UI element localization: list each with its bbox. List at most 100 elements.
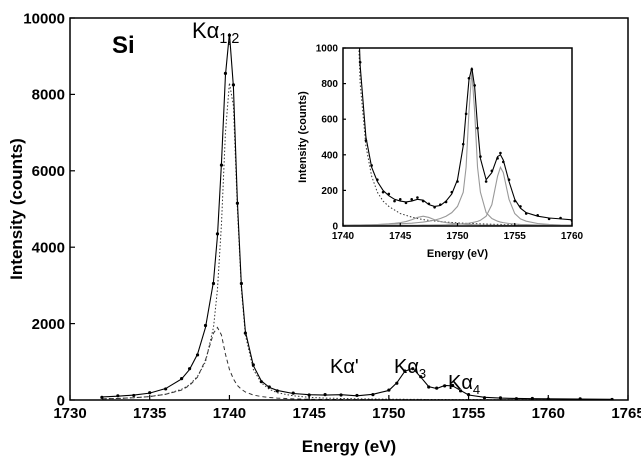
x-tick-label: 1750 — [446, 231, 469, 242]
fit-line — [343, 71, 572, 226]
data-point — [219, 163, 224, 167]
annotation: Kα1,2 — [192, 18, 239, 47]
data-point — [239, 281, 243, 286]
data-point — [215, 232, 220, 236]
data-point — [559, 216, 562, 220]
y-tick-label: 800 — [321, 79, 338, 90]
data-point — [275, 389, 279, 393]
data-point — [419, 375, 423, 379]
data-point — [498, 396, 503, 400]
data-point — [467, 76, 471, 80]
data-point — [231, 83, 236, 87]
fit-line — [101, 326, 613, 400]
data-point — [243, 331, 247, 335]
annotation-text: Kα' — [330, 356, 359, 378]
data-point — [187, 367, 192, 371]
data-point — [203, 323, 208, 328]
data-point — [259, 380, 263, 384]
data-point — [355, 393, 359, 398]
data-point — [427, 202, 431, 206]
data-point — [476, 126, 479, 130]
data-point — [227, 33, 232, 37]
data-point — [387, 192, 391, 196]
data-point — [530, 396, 534, 400]
x-tick-label: 1765 — [611, 405, 641, 422]
data-point — [404, 201, 408, 205]
data-point — [116, 394, 120, 398]
data-point — [456, 180, 459, 183]
data-point — [403, 369, 407, 373]
y-tick-label: 4000 — [32, 239, 65, 256]
data-point — [443, 384, 447, 388]
fit-line — [101, 82, 613, 400]
data-point — [267, 385, 271, 389]
x-tick-label: 1755 — [504, 231, 527, 242]
data-point — [211, 281, 216, 286]
y-tick-label: 8000 — [32, 87, 65, 104]
data-point — [466, 393, 471, 397]
data-point — [393, 199, 396, 203]
data-point — [100, 395, 104, 399]
annotation: Kα' — [330, 356, 359, 378]
data-point — [502, 160, 505, 164]
data-point — [450, 190, 454, 194]
data-point — [482, 396, 487, 400]
data-point — [395, 381, 399, 385]
annotation-subscript: 3 — [419, 366, 426, 381]
data-point — [461, 142, 465, 146]
y-tick-label: 6000 — [32, 163, 65, 180]
data-point — [410, 198, 414, 201]
annotation-text: Si — [112, 32, 135, 59]
data-point — [180, 377, 184, 381]
x-tick-label: 1750 — [372, 405, 405, 422]
y-tick-label: 400 — [321, 150, 338, 161]
data-point — [470, 68, 474, 71]
data-point — [439, 203, 442, 206]
y-tick-label: 2000 — [32, 316, 65, 333]
data-point — [376, 178, 379, 182]
x-tick-label: 1760 — [532, 405, 565, 422]
x-tick-label: 1730 — [53, 405, 86, 422]
data-point — [421, 199, 425, 203]
inset-background — [343, 48, 572, 226]
data-point — [416, 196, 419, 199]
data-point — [435, 386, 439, 390]
x-axis-title: Energy (eV) — [427, 248, 488, 260]
y-tick-label: 0 — [332, 222, 338, 233]
data-point — [164, 387, 168, 391]
fit-line — [358, 48, 572, 221]
y-tick-label: 10000 — [23, 10, 65, 27]
data-point — [323, 393, 327, 397]
data-point — [195, 353, 200, 357]
data-point — [513, 199, 517, 203]
annotation: Kα3 — [394, 356, 426, 381]
data-point — [132, 393, 136, 398]
y-tick-label: 0 — [57, 392, 65, 409]
x-tick-label: 1745 — [292, 405, 325, 422]
x-tick-label: 1740 — [332, 231, 355, 242]
data-point — [479, 155, 482, 158]
data-point — [507, 178, 511, 182]
data-point — [464, 112, 468, 116]
data-point — [496, 157, 499, 160]
x-tick-label: 1735 — [133, 405, 166, 422]
data-point — [387, 388, 391, 392]
annotation-subscript: 4 — [473, 382, 480, 397]
data-point — [251, 363, 255, 367]
x-axis-title: Energy (eV) — [302, 437, 396, 456]
data-point — [499, 151, 502, 155]
y-tick-label: 1000 — [316, 44, 339, 55]
data-point — [473, 84, 476, 87]
data-point — [519, 205, 522, 208]
data-point — [371, 393, 375, 397]
annotation-text: Kα — [448, 372, 473, 394]
y-axis-title: Intensity (counts) — [297, 91, 309, 183]
data-point — [291, 391, 295, 395]
data-point — [490, 169, 494, 173]
data-point — [411, 367, 415, 371]
data-point — [398, 198, 402, 201]
fit-line — [358, 48, 572, 226]
y-tick-label: 200 — [321, 186, 338, 197]
